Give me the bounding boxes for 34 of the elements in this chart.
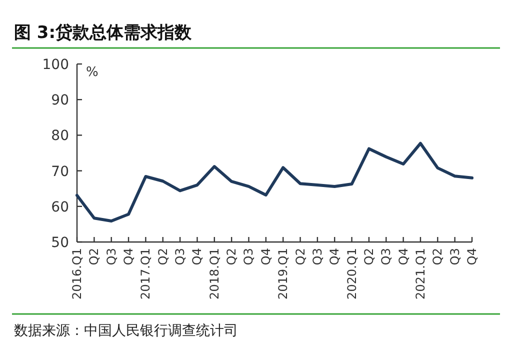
source-note: 数据来源：中国人民银行调查统计司 [14,323,238,339]
x-tick-label: Q2 [87,248,102,266]
x-tick-label: Q2 [293,248,308,266]
x-tick-label: Q4 [396,248,410,266]
x-tick-label: Q3 [173,248,188,266]
x-tick-label: Q4 [122,248,136,266]
x-tick-label: 2020.Q1 [344,248,359,300]
x-tick-label: 2021.Q1 [413,248,428,300]
y-tick-label: 70 [51,164,69,180]
x-tick-label: Q3 [448,248,462,266]
y-tick-label: 100 [42,57,69,73]
x-tick-label: Q3 [242,248,256,266]
x-tick-label: Q2 [362,248,376,266]
x-tick-label: 2016.Q1 [70,248,84,300]
x-tick-label: 2018.Q1 [207,248,222,300]
x-tick-label: Q3 [379,248,394,266]
y-tick-label: 50 [51,235,69,251]
x-tick-label: 2019.Q1 [276,248,290,300]
y-tick-label: 90 [51,92,69,109]
x-tick-label: Q4 [258,248,273,266]
x-tick-label: 2017.Q1 [138,248,153,300]
x-tick-label: Q4 [328,248,342,266]
y-tick-label: 60 [51,199,69,216]
x-tick-label: Q4 [190,248,204,266]
chart-title: 图 3:贷款总体需求指数 [14,23,193,43]
x-tick-label: Q2 [224,248,239,266]
x-tick-label: Q4 [465,248,479,266]
x-tick-label: Q3 [310,248,324,266]
y-axis-title: % [86,65,98,80]
x-tick-label: Q2 [430,248,445,266]
y-tick-label: 80 [51,128,69,144]
line-series [76,142,474,222]
x-tick-label: Q2 [156,248,170,266]
x-tick-label: Q3 [104,248,118,266]
